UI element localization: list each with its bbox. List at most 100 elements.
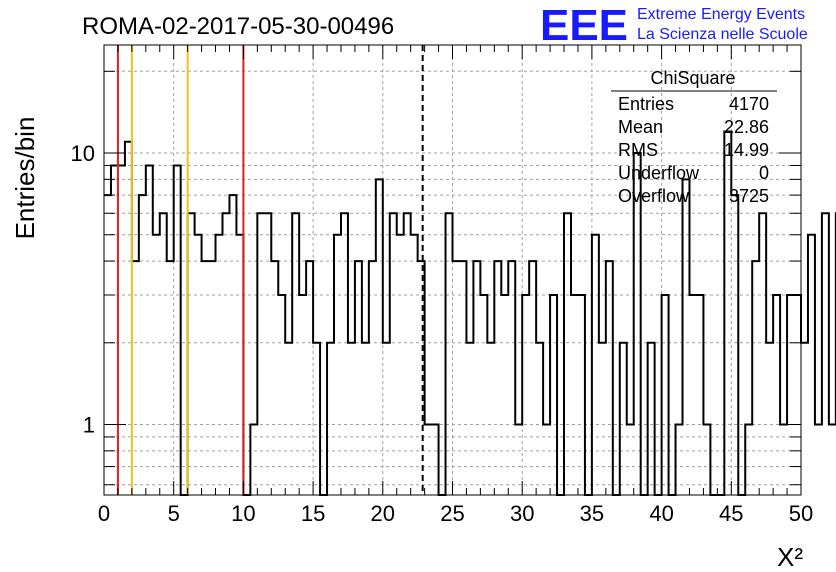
histogram-bin <box>815 425 822 495</box>
histogram-bin <box>348 343 355 495</box>
histogram-bin <box>411 235 418 495</box>
histogram-bin <box>292 213 299 495</box>
histogram-bin <box>543 425 550 495</box>
histogram-bin <box>808 235 815 495</box>
histogram-bin <box>536 343 543 495</box>
x-tick-label: 15 <box>301 501 325 526</box>
histogram-bin <box>390 213 397 495</box>
x-tick-label: 0 <box>98 501 110 526</box>
histogram-bin <box>620 343 627 495</box>
histogram-bin <box>299 295 306 495</box>
stats-value: 14.99 <box>724 140 769 160</box>
histogram-bin <box>459 261 466 495</box>
histogram-bin <box>662 295 669 495</box>
histogram-bin <box>425 425 432 495</box>
histogram-bin <box>752 261 759 495</box>
histogram-bin <box>822 213 829 495</box>
histogram-bin <box>397 235 404 495</box>
histogram-bin <box>271 261 278 495</box>
histogram-bin <box>153 235 160 495</box>
x-tick-label: 25 <box>440 501 464 526</box>
histogram-bin <box>703 425 710 495</box>
histogram-bin <box>550 295 557 495</box>
x-axis-label: X² <box>777 542 803 572</box>
stats-value: 22.86 <box>724 117 769 137</box>
y-tick-label: 10 <box>71 141 95 166</box>
stats-box: ChiSquare Entries 4170 Mean 22.86 RMS 14.99 Un… <box>611 68 777 206</box>
histogram-bin <box>257 213 264 495</box>
histogram-bin <box>160 213 167 495</box>
axis-ticks <box>103 45 802 495</box>
histogram <box>104 130 836 496</box>
histogram-bin <box>167 261 174 495</box>
histogram-bin <box>146 165 153 495</box>
grid-lines <box>104 45 801 495</box>
x-tick-label: 10 <box>231 501 255 526</box>
histogram-bin <box>529 261 536 495</box>
logo-line-1: Extreme Energy Events <box>637 6 805 23</box>
histogram-bin <box>564 213 571 495</box>
histogram-bin <box>104 195 111 495</box>
histogram-bin <box>522 295 529 495</box>
histogram-bin <box>327 343 334 495</box>
histogram-bin <box>829 425 836 495</box>
x-tick-label: 45 <box>719 501 743 526</box>
histogram-bin <box>355 261 362 495</box>
histogram-bin <box>111 165 118 495</box>
histogram-bin <box>216 235 223 495</box>
histogram-bin <box>236 235 243 495</box>
histogram-bin <box>571 295 578 495</box>
histogram-bin <box>689 295 696 495</box>
histogram-bin <box>250 425 257 495</box>
run-title: ROMA-02-2017-05-30-00496 <box>82 13 394 40</box>
histogram-bin <box>599 343 606 495</box>
histogram-bin <box>745 425 752 495</box>
histogram-bin <box>376 179 383 495</box>
x-tick-label: 50 <box>789 501 813 526</box>
histogram-bin <box>285 343 292 495</box>
histogram-bin <box>648 343 655 495</box>
histogram-bin <box>515 425 522 495</box>
stats-label: Mean <box>618 117 663 137</box>
histogram-bin <box>627 425 634 495</box>
histogram-bin <box>773 295 780 495</box>
histogram-bin <box>473 261 480 495</box>
histogram-bin <box>759 213 766 495</box>
x-tick-label: 35 <box>580 501 604 526</box>
histogram-bin <box>202 261 209 495</box>
histogram-bin <box>801 343 808 495</box>
histogram-bin <box>306 261 313 495</box>
y-axis-label: Entries/bin <box>10 117 40 240</box>
stats-label: RMS <box>618 140 658 160</box>
tick-labels: 0 5 10 15 20 25 30 35 40 45 50 1 10 <box>71 141 814 526</box>
stats-label: Entries <box>618 94 674 114</box>
histogram-bin <box>683 179 690 495</box>
histogram-bin <box>731 195 738 495</box>
stats-value: 3725 <box>729 186 769 206</box>
histogram-bin <box>334 235 341 495</box>
histogram-bin <box>578 295 585 495</box>
histogram-bin <box>780 425 787 495</box>
histogram-bin <box>453 261 460 495</box>
histogram-bin <box>383 343 390 495</box>
eee-logo: EEE <box>540 1 628 50</box>
histogram-bin <box>446 213 453 495</box>
x-tick-label: 20 <box>371 501 395 526</box>
histogram-bin <box>794 295 801 495</box>
stats-value: 4170 <box>729 94 769 114</box>
histogram-bin <box>195 235 202 495</box>
histogram-bin <box>174 165 181 495</box>
histogram-bin <box>466 343 473 495</box>
histogram-bin <box>222 213 229 495</box>
histogram-bin <box>606 261 613 495</box>
histogram-bin <box>313 343 320 495</box>
histogram-bin <box>480 295 487 495</box>
histogram-bin <box>787 295 794 495</box>
histogram-bin <box>188 213 195 495</box>
histogram-bin <box>494 261 501 495</box>
histogram-bin <box>501 295 508 495</box>
histogram-bin <box>676 425 683 495</box>
histogram-bin <box>696 295 703 495</box>
histogram-bin <box>592 235 599 495</box>
